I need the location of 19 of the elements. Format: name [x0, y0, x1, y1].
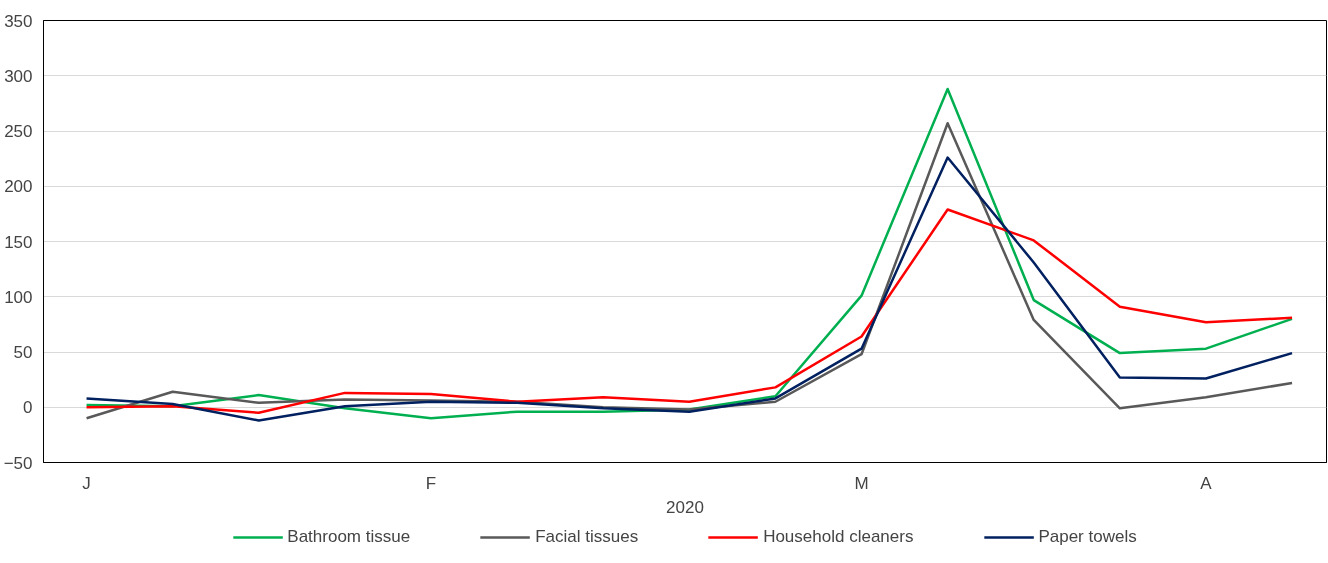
x-axis-title: 2020 [666, 497, 704, 517]
y-tick-label: 250 [4, 122, 33, 141]
y-tick-label: 150 [4, 232, 33, 252]
x-tick-label: M [854, 473, 869, 493]
y-tick-label: 300 [4, 66, 33, 86]
y-tick-label: 0 [23, 398, 33, 418]
y-tick-label: 100 [4, 287, 33, 307]
x-tick-label: A [1200, 473, 1213, 493]
x-tick-label: F [425, 473, 437, 493]
x-tick-label: J [82, 473, 91, 493]
legend-label: Paper towels [1038, 527, 1137, 547]
y-tick-label: 350 [4, 11, 33, 31]
line-series [85, 208, 1294, 415]
legend-label: Facial tissues [535, 527, 639, 547]
y-tick-label: 50 [13, 343, 33, 362]
legend-label: Household cleaners [763, 527, 914, 547]
legend-label: Bathroom tissue [287, 527, 411, 547]
y-tick-label: −50 [3, 453, 33, 473]
y-tick-label: 200 [4, 177, 33, 197]
